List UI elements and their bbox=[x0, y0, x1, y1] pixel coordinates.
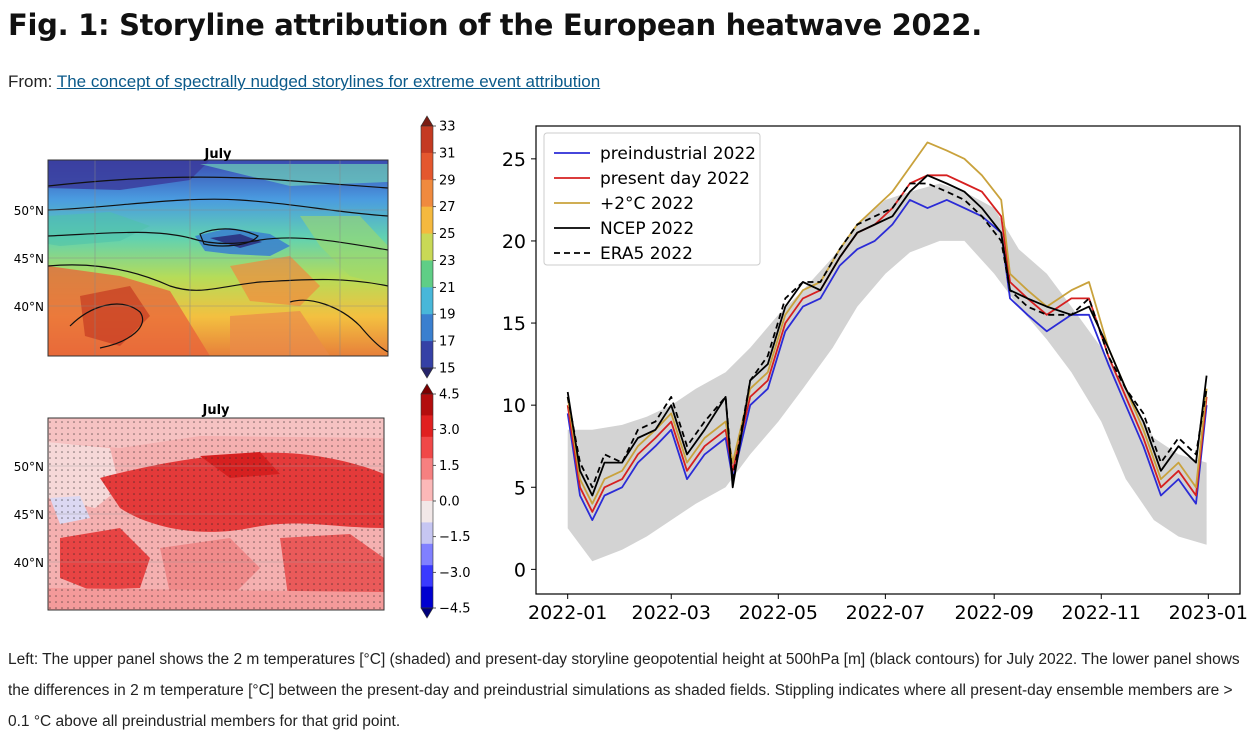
y-tick-label: 15 bbox=[502, 313, 526, 335]
source-article-link[interactable]: The concept of spectrally nudged storyli… bbox=[56, 72, 601, 91]
x-tick-label: 2022-01 bbox=[528, 602, 607, 624]
colorbar-tick-label: 1.5 bbox=[439, 459, 460, 474]
colorbar-tick-label: 33 bbox=[439, 120, 456, 135]
colorbar-segment bbox=[421, 126, 433, 154]
legend-label: +2°C 2022 bbox=[600, 194, 694, 214]
colorbar-segment bbox=[421, 586, 433, 609]
upper-map-title: July bbox=[203, 147, 232, 162]
x-tick-label: 2022-07 bbox=[846, 602, 925, 624]
legend-label: preindustrial 2022 bbox=[600, 144, 756, 164]
x-tick-label: 2022-11 bbox=[1062, 602, 1141, 624]
colorbar-tick-label: 29 bbox=[439, 173, 456, 188]
colorbar-segment bbox=[421, 260, 433, 288]
series-line-2 bbox=[566, 141, 1208, 505]
y-tick-label: 10 bbox=[502, 395, 526, 417]
y-tick-label: 20 bbox=[502, 231, 526, 253]
lower-colorbar: 4.5 3.0 1.5 0.0 −1.5 −3.0 −4.5 bbox=[420, 383, 471, 619]
colorbar-extend-top bbox=[420, 383, 434, 395]
colorbar-segment bbox=[421, 415, 433, 438]
source-prefix: From: bbox=[8, 72, 57, 91]
colorbar-tick-label: 21 bbox=[439, 281, 456, 296]
colorbar-tick-label: 17 bbox=[439, 335, 456, 350]
legend-label: NCEP 2022 bbox=[600, 219, 694, 239]
upper-colorbar: 33 31 29 27 25 23 21 19 17 15 bbox=[420, 115, 456, 379]
colorbar-tick-label: 23 bbox=[439, 254, 456, 269]
legend-box bbox=[543, 132, 761, 266]
lower-lat-label: 40°N bbox=[14, 556, 44, 570]
colorbar-tick-label: −3.0 bbox=[439, 566, 471, 581]
y-tick-label: 25 bbox=[502, 149, 526, 171]
colorbar-segment bbox=[421, 479, 433, 502]
colorbar-tick-label: 27 bbox=[439, 200, 456, 215]
lower-map-title: July bbox=[201, 403, 230, 418]
colorbar-tick-label: −1.5 bbox=[439, 530, 471, 545]
figure-caption: Left: The upper panel shows the 2 m temp… bbox=[8, 651, 1240, 730]
chart-series-lines bbox=[566, 141, 1208, 522]
figure-title: Fig. 1: Storyline attribution of the Eur… bbox=[8, 8, 982, 42]
upper-temperature-map: July 50°N 45°N 40°N 33 31 29 27 25 23 21 19 17 15 bbox=[14, 115, 456, 379]
colorbar-segment bbox=[421, 341, 433, 369]
colorbar-segment bbox=[421, 543, 433, 566]
source-line: From: The concept of spectrally nudged s… bbox=[8, 72, 600, 92]
colorbar-tick-label: 19 bbox=[439, 308, 456, 323]
ensemble-spread-area bbox=[567, 183, 1207, 562]
colorbar-tick-label: −4.5 bbox=[439, 602, 471, 617]
colorbar-segment bbox=[421, 565, 433, 588]
upper-lat-label: 50°N bbox=[14, 204, 44, 218]
colorbar-segment bbox=[421, 436, 433, 459]
colorbar-segment bbox=[421, 458, 433, 481]
colorbar-segment bbox=[421, 152, 433, 181]
colorbar-tick-label: 4.5 bbox=[439, 388, 460, 403]
colorbar-extend-top bbox=[420, 115, 434, 127]
colorbar-segment bbox=[421, 287, 433, 315]
colorbar-tick-label: 0.0 bbox=[439, 495, 460, 510]
lower-difference-map: July 50°N 45°N 40°N 4.5 3.0 1.5 0.0 −1.5 −3.0… bbox=[14, 383, 471, 619]
colorbar-tick-label: 25 bbox=[439, 227, 456, 242]
lower-lat-label: 45°N bbox=[14, 508, 44, 522]
ensemble-spread-band bbox=[567, 183, 1207, 562]
colorbar-tick-label: 3.0 bbox=[439, 423, 460, 438]
colorbar-tick-label: 15 bbox=[439, 362, 456, 377]
x-tick-label: 2022-03 bbox=[632, 602, 711, 624]
legend-label: present day 2022 bbox=[600, 169, 750, 189]
colorbar-segment bbox=[421, 206, 433, 235]
upper-lat-label: 40°N bbox=[14, 300, 44, 314]
colorbar-segment bbox=[421, 501, 433, 523]
colorbar-segment bbox=[421, 179, 433, 208]
colorbar-outline bbox=[420, 125, 434, 369]
colorbar-segment bbox=[421, 522, 433, 545]
lower-lat-label: 50°N bbox=[14, 460, 44, 474]
y-tick-label: 5 bbox=[514, 477, 526, 499]
colorbar-extend-bottom bbox=[420, 607, 434, 619]
colorbar-segment bbox=[421, 394, 433, 416]
x-tick-label: 2022-09 bbox=[954, 602, 1033, 624]
colorbar-segment bbox=[421, 233, 433, 261]
colorbar-segment bbox=[421, 314, 433, 342]
colorbar-tick-label: 31 bbox=[439, 146, 456, 161]
y-tick-label: 0 bbox=[514, 559, 526, 581]
upper-lat-label: 45°N bbox=[14, 252, 44, 266]
chart-axes: 0 5 10 15 20 25 2022-01 2022-03 2022-05 2022-07 20… bbox=[502, 149, 1248, 624]
legend-label: ERA5 2022 bbox=[600, 244, 693, 264]
temperature-timeseries-chart: 0 5 10 15 20 25 2022-01 2022-03 2022-05 2022-07 20… bbox=[502, 125, 1248, 624]
series-line-4 bbox=[566, 182, 1208, 489]
series-line-0 bbox=[566, 199, 1208, 522]
chart-legend: preindustrial 2022 present day 2022 +2°C 2… bbox=[543, 132, 761, 266]
x-tick-label: 2023-01 bbox=[1169, 602, 1248, 624]
x-tick-label: 2022-05 bbox=[739, 602, 818, 624]
colorbar-extend-bottom bbox=[420, 367, 434, 379]
